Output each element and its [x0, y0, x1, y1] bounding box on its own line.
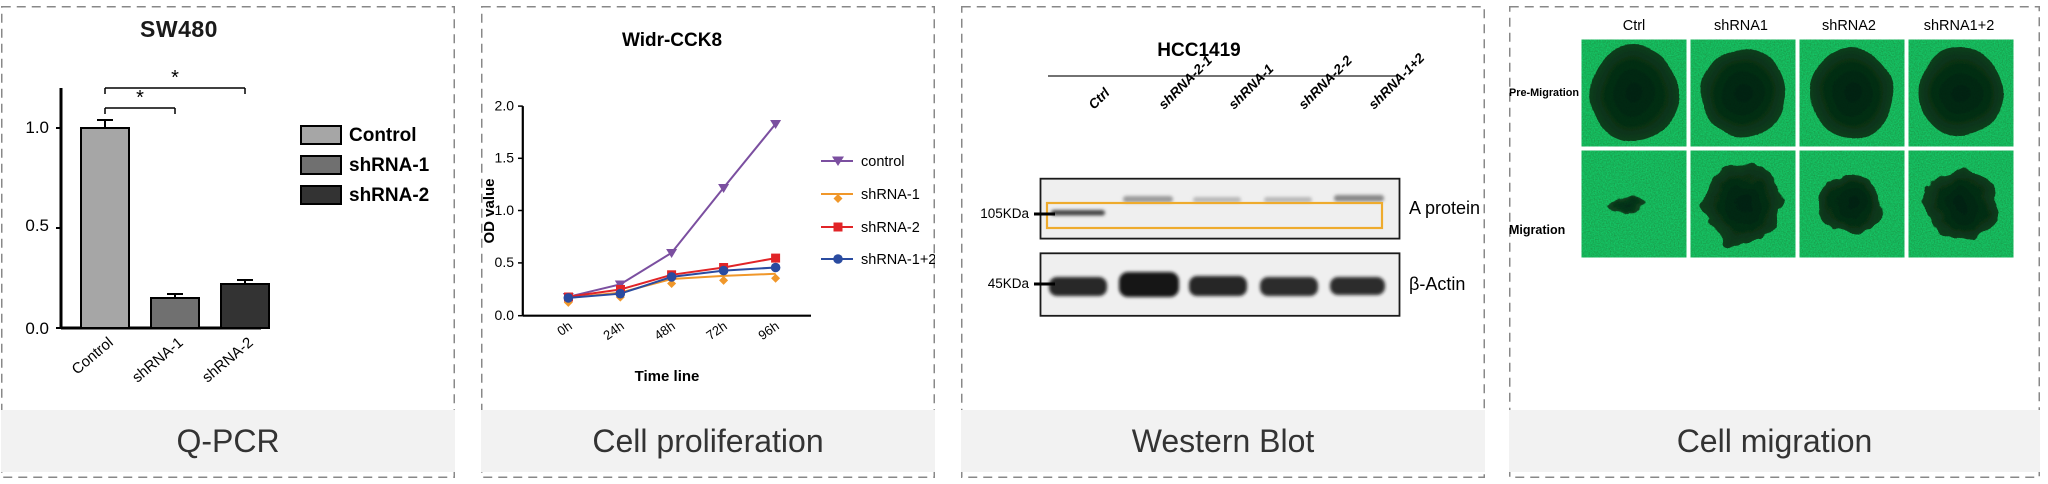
svg-text:*: *: [171, 67, 179, 89]
svg-text:shRNA-1: shRNA-1: [861, 187, 920, 203]
svg-text:shRNA-1+2: shRNA-1+2: [1366, 50, 1428, 112]
svg-text:β-Actin: β-Actin: [1409, 274, 1465, 294]
svg-text:shRNA-2-2: shRNA-2-2: [1296, 52, 1356, 112]
svg-text:48h: 48h: [651, 318, 677, 343]
svg-text:shRNA-1+2: shRNA-1+2: [861, 252, 935, 268]
svg-text:shRNA-2: shRNA-2: [861, 220, 920, 236]
svg-text:1.0: 1.0: [25, 118, 49, 137]
svg-text:0.0: 0.0: [495, 307, 515, 323]
svg-text:Time line: Time line: [635, 368, 700, 385]
svg-text:shRNA-2: shRNA-2: [349, 185, 429, 206]
svg-text:0.5: 0.5: [495, 254, 515, 270]
svg-text:A protein: A protein: [1409, 198, 1480, 218]
svg-text:105KDa: 105KDa: [980, 206, 1029, 221]
svg-text:0.0: 0.0: [25, 319, 49, 338]
svg-text:shRNA-1: shRNA-1: [1226, 61, 1277, 112]
svg-text:Control: Control: [349, 125, 417, 146]
svg-text:45KDa: 45KDa: [988, 276, 1030, 291]
svg-text:shRNA2: shRNA2: [1822, 18, 1876, 34]
svg-text:72h: 72h: [703, 318, 729, 343]
svg-text:*: *: [136, 87, 144, 109]
svg-text:shRNA-2: shRNA-2: [199, 334, 257, 386]
svg-text:1.5: 1.5: [495, 150, 515, 166]
svg-text:0h: 0h: [554, 318, 574, 339]
svg-text:24h: 24h: [600, 318, 626, 343]
svg-text:Ctrl: Ctrl: [1086, 85, 1113, 112]
svg-text:Widr-CCK8: Widr-CCK8: [622, 30, 722, 51]
svg-text:2.0: 2.0: [495, 98, 515, 114]
svg-text:0.5: 0.5: [25, 216, 49, 235]
svg-text:Migration: Migration: [1509, 223, 1565, 237]
svg-text:shRNA-2-1: shRNA-2-1: [1156, 53, 1215, 112]
svg-text:96h: 96h: [755, 318, 781, 343]
svg-text:shRNA-1: shRNA-1: [349, 155, 430, 176]
svg-text:Pre-Migration: Pre-Migration: [1509, 87, 1579, 99]
svg-text:Control: Control: [69, 334, 117, 378]
svg-text:OD value: OD value: [481, 178, 498, 243]
svg-text:shRNA1: shRNA1: [1714, 18, 1768, 34]
svg-text:Ctrl: Ctrl: [1623, 18, 1646, 34]
svg-text:shRNA1+2: shRNA1+2: [1924, 18, 1995, 34]
svg-text:shRNA-1: shRNA-1: [129, 334, 187, 386]
svg-text:control: control: [861, 154, 905, 170]
